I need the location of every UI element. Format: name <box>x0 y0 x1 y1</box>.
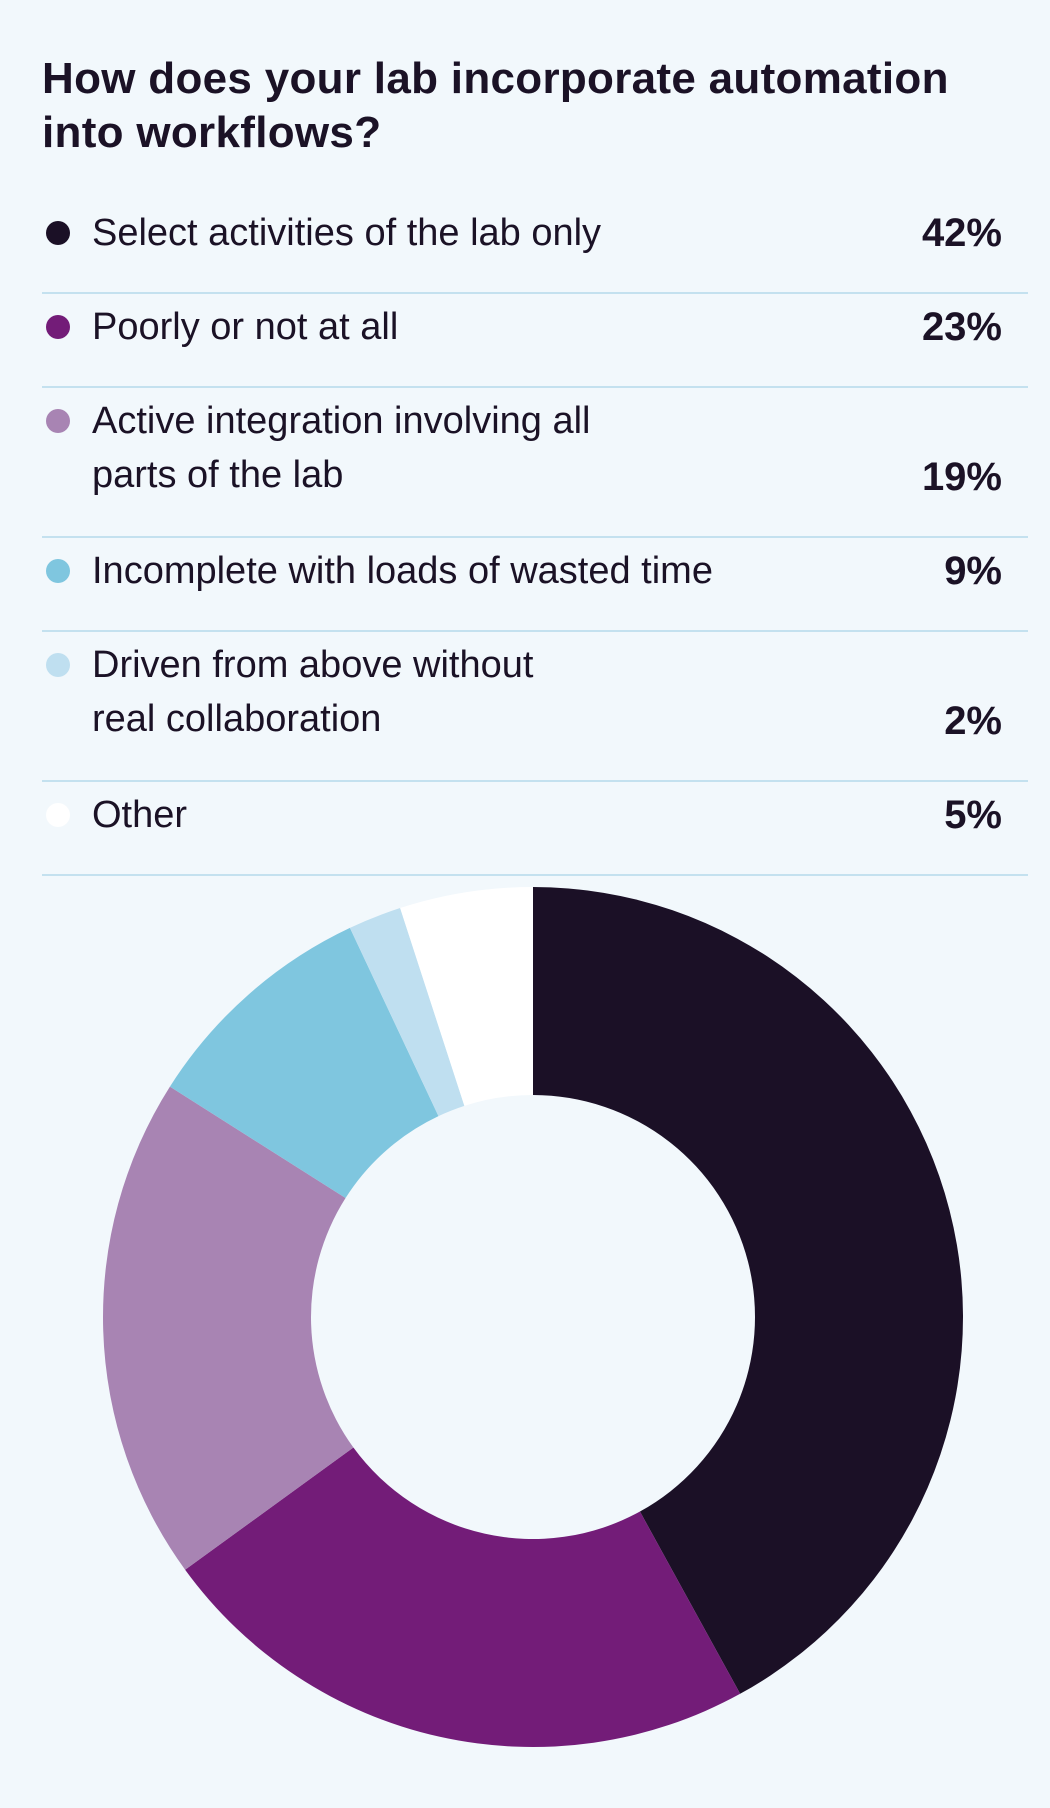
legend-item: Incomplete with loads of wasted time 9% <box>42 538 1028 632</box>
legend-swatch <box>46 221 70 245</box>
legend-item: Driven from above without real collabora… <box>42 632 1028 782</box>
donut-slice-driven-from-above <box>349 908 465 1117</box>
donut-slice-select-activities <box>533 887 963 1694</box>
legend-label: Incomplete with loads of wasted time <box>92 550 713 592</box>
legend-swatch <box>46 559 70 583</box>
legend-label: Driven from above without real collabora… <box>92 644 534 740</box>
legend-swatch <box>46 653 70 677</box>
legend-value: 19% <box>921 455 1002 499</box>
legend-value: 42% <box>921 211 1002 255</box>
legend-label: Other <box>92 794 188 836</box>
legend-swatch <box>46 409 70 433</box>
legend-label: Active integration involving all parts o… <box>92 400 591 496</box>
legend-label: Poorly or not at all <box>92 306 399 348</box>
donut-slice-poorly-or-not <box>185 1447 741 1747</box>
donut-chart <box>102 887 963 1747</box>
legend-swatch <box>46 315 70 339</box>
legend-item: Active integration involving all parts o… <box>42 388 1028 538</box>
legend-value: 5% <box>944 793 1002 837</box>
legend-value: 9% <box>944 549 1002 593</box>
legend-item: Other 5% <box>42 782 1028 876</box>
donut-slice-incomplete-wasted-time <box>169 927 439 1199</box>
legend-item: Poorly or not at all 23% <box>42 294 1028 388</box>
chart-title: How does your lab incorporate automation… <box>42 54 949 157</box>
donut-slice-active-integration <box>102 1086 354 1570</box>
legend-label: Select activities of the lab only <box>92 212 602 254</box>
legend: Select activities of the lab only 42% Po… <box>42 200 1028 876</box>
donut-slice-other <box>400 887 533 1106</box>
legend-value: 2% <box>944 699 1002 743</box>
legend-item: Select activities of the lab only 42% <box>42 200 1028 294</box>
legend-value: 23% <box>921 305 1002 349</box>
legend-swatch <box>46 803 70 827</box>
